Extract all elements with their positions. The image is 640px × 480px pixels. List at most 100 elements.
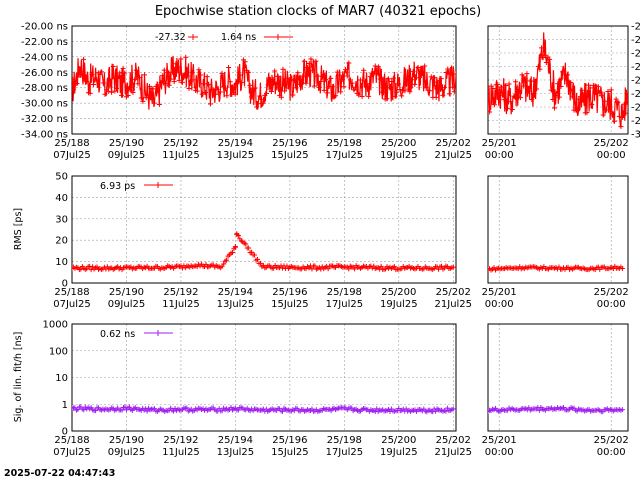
clock-point <box>349 80 355 86</box>
clock-point <box>315 73 321 79</box>
clock-point <box>194 88 200 94</box>
clock-point <box>504 106 510 112</box>
clock-point <box>184 73 190 79</box>
x-tick-label-bottom: 00:00 <box>485 447 514 458</box>
clock-point <box>171 79 177 85</box>
y-tick-label: -26 <box>631 76 640 87</box>
x-tick-label-top: 25/188 <box>54 138 89 149</box>
clock-point <box>255 101 261 107</box>
x-tick-label-bottom: 11Jul25 <box>162 150 200 161</box>
clock-point <box>574 108 580 114</box>
clock-point <box>339 76 345 82</box>
clock-point <box>333 93 339 99</box>
clock-point <box>102 91 108 97</box>
clock-point <box>542 52 548 58</box>
clock-point <box>592 83 598 89</box>
clock-point <box>173 61 179 67</box>
x-tick-label-top: 25/198 <box>327 138 362 149</box>
x-tick-label-bottom: 09Jul25 <box>108 447 146 458</box>
clock-point <box>183 54 189 60</box>
clock-point <box>156 101 162 107</box>
clock-point <box>527 78 533 84</box>
rms-axis-label: RMS [ps] <box>13 208 24 250</box>
clock-point <box>283 85 289 91</box>
x-tick-label-top: 25/192 <box>163 287 198 298</box>
clock-point <box>206 82 212 88</box>
clock-point <box>405 86 411 92</box>
clock-point <box>316 84 322 90</box>
clock-point <box>553 92 559 98</box>
x-tick-label-bottom: 21Jul25 <box>435 150 473 161</box>
y-tick-label: -22.00 ns <box>21 37 68 48</box>
clock-point <box>537 66 543 72</box>
x-tick-label-top: 25/201 <box>482 435 517 446</box>
clock-point <box>404 82 410 88</box>
clock-point <box>624 92 628 98</box>
x-tick-label-top: 25/202 <box>594 435 629 446</box>
clock-point <box>196 67 202 73</box>
y-tick-label: 40 <box>55 193 68 204</box>
clock-point <box>573 105 579 111</box>
clock-point <box>356 92 362 98</box>
clock-point <box>252 85 258 91</box>
sigma-point <box>81 407 87 413</box>
y-tick-label: -29 <box>631 116 640 127</box>
clock-point <box>79 71 85 77</box>
clock-point <box>132 77 138 83</box>
clock-point <box>446 91 452 97</box>
clock-point <box>288 76 294 82</box>
clock-point <box>491 102 497 108</box>
clock-point <box>105 88 111 94</box>
clock-point <box>226 64 232 70</box>
clock-point <box>201 81 207 87</box>
clock-point <box>607 98 613 104</box>
clock-point <box>324 90 330 96</box>
clock-point <box>130 90 136 96</box>
rms-point <box>229 250 235 256</box>
clock-point <box>433 94 439 100</box>
clock-point <box>450 84 456 90</box>
x-tick-label-top: 25/192 <box>163 435 198 446</box>
clock-point <box>594 88 600 94</box>
y-tick-label: -24 <box>631 49 640 60</box>
clock-point <box>142 72 148 78</box>
clock-point <box>600 112 606 118</box>
y-tick-label: 10 <box>55 257 68 268</box>
clock-point <box>191 77 197 83</box>
clock-point <box>443 70 449 76</box>
clock-point <box>529 97 535 102</box>
y-tick-label: 10 <box>55 373 68 384</box>
clock-point <box>127 85 133 91</box>
clock-point <box>496 87 502 93</box>
clock-point <box>584 110 590 116</box>
clock-point <box>341 84 347 90</box>
clock-point <box>219 70 225 76</box>
clock-point <box>511 93 517 99</box>
clock-point <box>410 68 416 74</box>
x-tick-label-top: 25/201 <box>482 138 517 149</box>
clock-point <box>543 60 549 66</box>
sigma-point <box>374 406 380 412</box>
clock-point <box>362 78 368 84</box>
clock-point <box>207 101 213 107</box>
clock-point <box>280 66 286 72</box>
x-tick-label-bottom: 07Jul25 <box>53 150 91 161</box>
y-tick-label: -30.00 ns <box>21 99 68 110</box>
clock-point <box>366 93 372 99</box>
clock-point <box>428 74 434 80</box>
clock-point <box>602 98 608 104</box>
y-tick-label: 30 <box>55 214 68 225</box>
clock-point <box>82 73 88 79</box>
clock-point <box>577 94 583 100</box>
clock-point <box>275 73 281 79</box>
clock-series-line <box>72 55 456 110</box>
clock-point <box>385 76 391 82</box>
sigma-point <box>349 405 355 411</box>
clock-point <box>99 69 105 75</box>
clock-point <box>616 113 622 119</box>
clock-point <box>357 77 363 83</box>
x-tick-label-top: 25/194 <box>218 435 253 446</box>
x-tick-label-top: 25/194 <box>218 287 253 298</box>
